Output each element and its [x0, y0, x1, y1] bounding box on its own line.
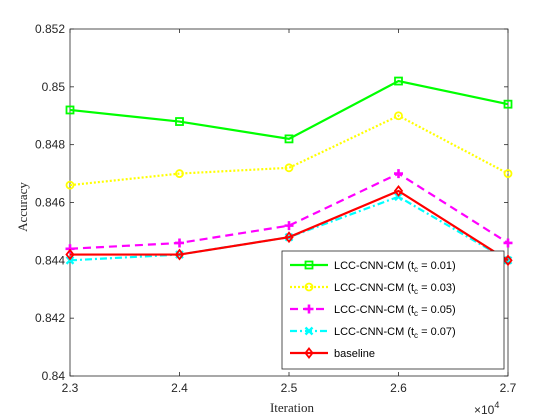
x-tick-label: 2.3 — [62, 381, 79, 395]
legend-entry: LCC-CNN-CM (tc = 0.07) — [290, 326, 456, 340]
y-tick-label: 0.852 — [35, 22, 65, 36]
data-point — [284, 231, 294, 244]
legend-label-tail: = 0.05) — [418, 304, 456, 316]
series-2 — [65, 111, 513, 190]
legend-entry: LCC-CNN-CM (tc = 0.05) — [290, 304, 456, 318]
legend-label: LCC-CNN-CM (tc = 0.03) — [334, 282, 456, 296]
legend-label-tail: = 0.01) — [418, 260, 456, 272]
x-tick-label: 2.4 — [171, 381, 188, 395]
y-tick-label: 0.844 — [35, 253, 65, 267]
y-tick-label: 0.84 — [42, 369, 66, 383]
series-line — [69, 79, 509, 141]
data-point — [503, 169, 513, 178]
series-line — [69, 114, 509, 187]
x-tick-label: 2.7 — [500, 381, 517, 395]
series-line — [69, 172, 509, 250]
data-point — [394, 169, 403, 179]
x-exponent-power: 4 — [494, 400, 499, 410]
data-point — [503, 238, 513, 248]
legend: LCC-CNN-CM (tc = 0.01)LCC-CNN-CM (tc = 0… — [281, 250, 505, 370]
legend-label: LCC-CNN-CM (tc = 0.05) — [334, 304, 456, 318]
legend-label-main: LCC-CNN-CM (t — [334, 282, 414, 294]
legend-label: baseline — [334, 348, 375, 360]
data-point — [174, 248, 185, 261]
x-tick-label: 2.5 — [281, 381, 298, 395]
data-point — [284, 134, 294, 144]
series-1 — [65, 76, 513, 144]
data-point — [503, 254, 513, 267]
legend-label: LCC-CNN-CM (tc = 0.01) — [334, 260, 456, 274]
data-point — [175, 238, 184, 248]
data-point — [65, 180, 75, 190]
legend-marker — [304, 326, 314, 336]
y-tick-label: 0.85 — [42, 80, 66, 94]
x-axis-title: Iteration — [270, 400, 315, 415]
series-layer — [65, 76, 513, 267]
x-axis-exponent: ×104 — [474, 400, 499, 417]
data-point — [394, 76, 403, 86]
data-point — [394, 111, 403, 121]
x-tick-label: 2.6 — [390, 381, 407, 395]
y-tick-label: 0.848 — [35, 138, 65, 152]
legend-entry: LCC-CNN-CM (tc = 0.03) — [290, 282, 456, 296]
series-5 — [65, 184, 513, 267]
legend-label-main: LCC-CNN-CM (t — [334, 260, 414, 272]
x-exponent-base: ×10 — [474, 403, 495, 417]
legend-label-main: baseline — [334, 348, 375, 360]
legend-label-main: LCC-CNN-CM (t — [334, 304, 414, 316]
data-point — [284, 221, 294, 231]
legend-label-tail: = 0.07) — [418, 326, 456, 338]
y-axis-title: Accuracy — [15, 182, 30, 232]
legend-label: LCC-CNN-CM (tc = 0.07) — [334, 326, 456, 340]
y-tick-label: 0.842 — [35, 311, 65, 325]
data-point — [65, 248, 75, 261]
legend-label-sub: c — [414, 287, 418, 296]
legend-marker — [304, 304, 314, 314]
data-point — [284, 163, 294, 173]
legend-entry: LCC-CNN-CM (tc = 0.01) — [290, 260, 456, 274]
legend-marker — [304, 260, 314, 270]
data-point — [503, 99, 513, 109]
series-line — [70, 189, 509, 262]
legend-label-sub: c — [414, 309, 418, 318]
legend-marker — [304, 282, 314, 292]
legend-label-main: LCC-CNN-CM (t — [334, 326, 414, 338]
data-point — [175, 117, 184, 126]
legend-label-sub: c — [414, 331, 418, 340]
data-point — [393, 184, 404, 197]
legend-label-sub: c — [414, 265, 418, 274]
data-point — [65, 105, 75, 115]
axes: 2.3 2.4 2.5 2.6 2.7 0.84 0.842 0.844 0.846 0.848 0… — [35, 22, 517, 395]
data-point — [175, 169, 184, 178]
legend-marker — [304, 347, 314, 359]
legend-entry: baseline — [290, 347, 375, 360]
y-tick-label: 0.846 — [35, 196, 65, 210]
legend-label-tail: = 0.03) — [418, 282, 456, 294]
